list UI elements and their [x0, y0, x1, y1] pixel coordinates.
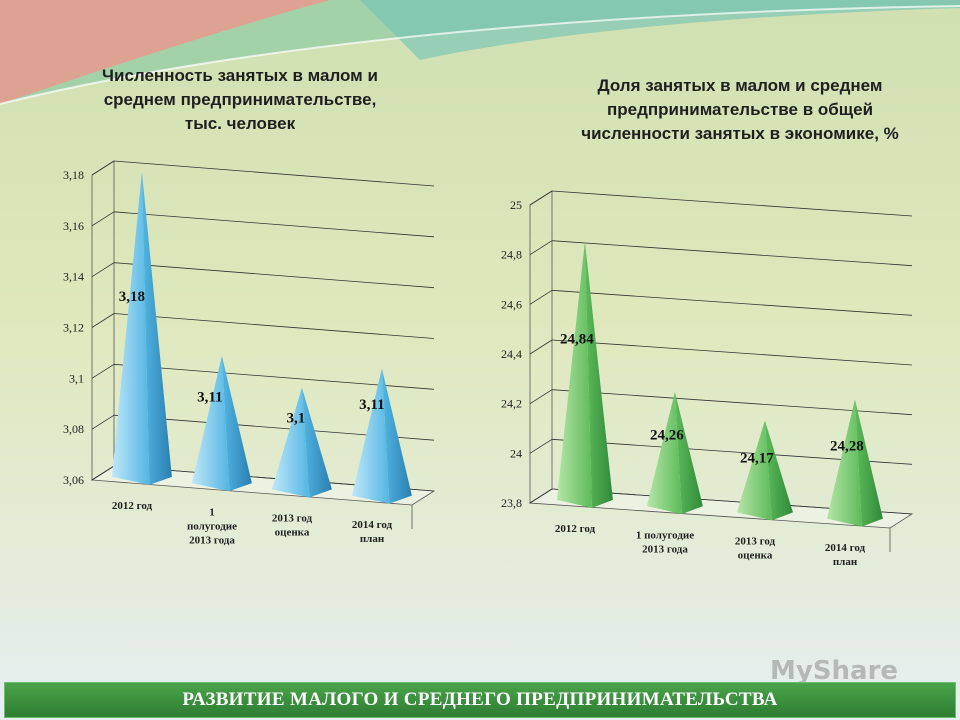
share-ytick-label: 25 [510, 198, 522, 212]
employment-category-label: 2013 год оценка [272, 513, 313, 539]
share-gridline [551, 240, 913, 267]
employment-bar [111, 171, 172, 485]
share-gridline-slant [529, 240, 553, 256]
share-data-label: 24,28 [830, 438, 864, 454]
employment-category-label: 2014 год план [352, 519, 393, 545]
share-gridline-slant [529, 389, 553, 405]
header-decoration [0, 0, 960, 105]
watermark-logo: MyShare [770, 656, 899, 686]
share-category-label: 2013 год оценка [735, 536, 776, 562]
share-category-label: 2014 год план [825, 542, 866, 568]
employment-ytick-label: 3,06 [63, 473, 84, 487]
employment-gridline-slant [91, 465, 115, 481]
employment-category-label: 2012 год [112, 500, 153, 512]
share-category-label: 1 полугодие 2013 года [636, 529, 694, 555]
employment-bar [271, 387, 332, 498]
employment-data-label: 3,1 [287, 410, 306, 426]
employment-ytick-label: 3,12 [63, 321, 84, 335]
share-gridline [551, 190, 913, 217]
employment-category-label: 1 полугодие 2013 года [187, 506, 237, 546]
share-data-label: 24,26 [650, 428, 684, 444]
share-ytick-label: 23,8 [501, 496, 522, 510]
share-gridline-slant [529, 438, 553, 454]
employment-ytick-label: 3,1 [69, 371, 84, 385]
chart-title-employment: Численность занятых в малом и среднем пр… [102, 66, 378, 133]
employment-ytick-label: 3,18 [63, 168, 84, 182]
share-category-label: 2012 год [555, 523, 596, 535]
employment-gridline [113, 313, 435, 339]
employment-data-label: 3,11 [359, 397, 384, 413]
employment-ytick-label: 3,16 [63, 219, 84, 233]
employment-data-label: 3,18 [119, 289, 145, 305]
chart-title-share: Доля занятых в малом и среднем предприни… [581, 76, 899, 143]
employment-data-label: 3,11 [197, 389, 222, 405]
employment-ytick-label: 3,14 [63, 270, 84, 284]
employment-gridline-slant [91, 414, 115, 430]
share-ytick-label: 24,2 [501, 397, 522, 411]
employment-gridline-slant [91, 363, 115, 379]
employment-gridline-slant [91, 211, 115, 227]
share-ytick-label: 24,6 [501, 297, 522, 311]
employment-ytick-label: 3,08 [63, 422, 84, 436]
employment-gridline [113, 160, 435, 187]
employment-gridline-slant [91, 160, 115, 176]
share-gridline [551, 289, 913, 316]
footer-banner: РАЗВИТИЕ МАЛОГО И СРЕДНЕГО ПРЕДПРИНИМАТЕ… [4, 682, 956, 718]
share-ytick-label: 24 [510, 446, 522, 460]
share-gridline [551, 339, 913, 366]
share-gridline-slant [529, 289, 553, 305]
employment-gridline-slant [91, 262, 115, 278]
share-bar [646, 391, 703, 515]
share-gridline-slant [529, 488, 553, 504]
share-bar [556, 241, 613, 508]
employment-gridline [113, 211, 435, 238]
share-gridline-slant [529, 190, 553, 206]
share-bar [826, 399, 883, 527]
share-ytick-label: 24,4 [501, 347, 522, 361]
employment-bar [191, 355, 252, 492]
chart-employment: 3,06 3,08 3,1 3,12 3,14 3,16 3,18 3,18 2012 год 3… [63, 160, 436, 546]
employment-gridline-slant [91, 313, 115, 328]
chart-share: 23,8 24 24,2 24,4 24,6 24,8 25 24,84 2012 год 24,… [501, 190, 914, 568]
share-data-label: 24,17 [740, 451, 774, 467]
share-gridline-slant [529, 339, 553, 355]
share-data-label: 24,84 [560, 332, 594, 348]
share-gridline [551, 389, 913, 416]
employment-bar [351, 368, 412, 504]
share-ytick-label: 24,8 [501, 248, 522, 262]
share-bar [736, 420, 793, 521]
employment-gridline [113, 262, 435, 289]
